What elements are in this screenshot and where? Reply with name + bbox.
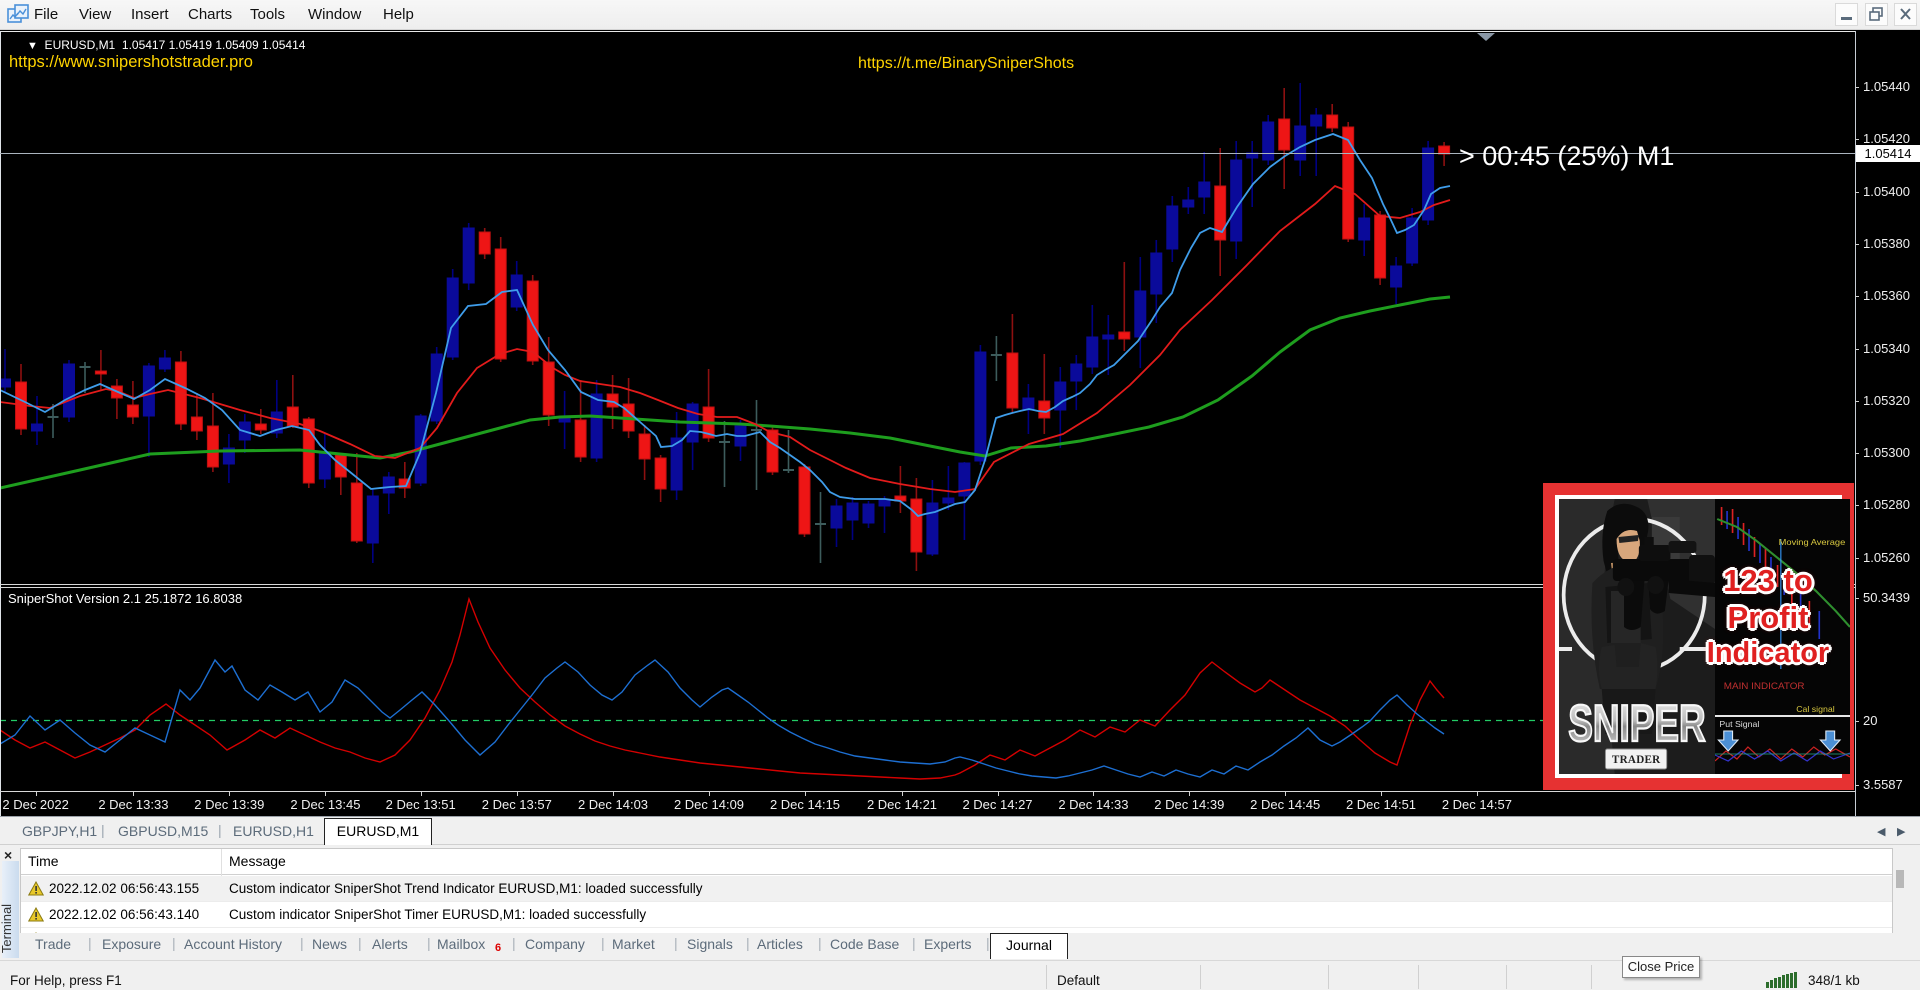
svg-text:TRADER: TRADER: [1612, 753, 1661, 766]
svg-text:MAIN INDICATOR: MAIN INDICATOR: [1724, 681, 1805, 691]
svg-text:Put Signal: Put Signal: [1719, 719, 1759, 729]
svg-text:SNIPER: SNIPER: [1568, 694, 1705, 752]
svg-text:Moving Average: Moving Average: [1779, 537, 1846, 547]
svg-text:Cal signal: Cal signal: [1796, 704, 1835, 714]
